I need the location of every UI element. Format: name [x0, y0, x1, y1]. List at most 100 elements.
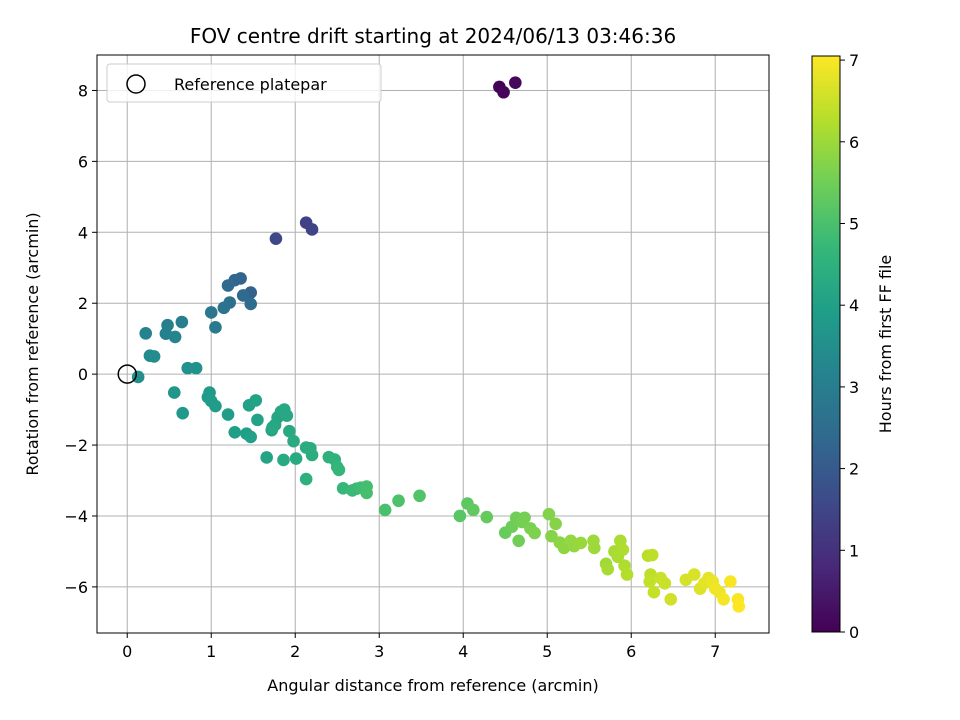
data-point	[236, 289, 250, 302]
data-point	[251, 413, 264, 427]
data-point	[305, 448, 319, 462]
x-axis-ticks: 0 1 2 3 4 5 6 7	[122, 633, 720, 661]
plot-frame	[96, 54, 770, 634]
y-axis-label: Rotation from reference (arcmin)	[23, 212, 42, 475]
data-point	[620, 568, 634, 581]
colorbar-tick-label: 0	[849, 623, 859, 642]
y-tick-label: 4	[78, 223, 88, 242]
legend-box	[106, 63, 382, 103]
data-point	[574, 536, 588, 550]
data-point	[249, 394, 263, 407]
data-point	[616, 543, 630, 556]
data-point	[269, 232, 283, 245]
legend: Reference platepar	[106, 63, 382, 103]
data-point	[378, 503, 392, 517]
data-point	[287, 434, 300, 448]
colorbar: 0 1 2 3 4 5 6 7 Hours from first FF file	[811, 51, 895, 642]
data-point	[518, 511, 531, 525]
data-point	[528, 526, 541, 540]
reference-marker	[117, 364, 137, 384]
chart-title: FOV centre drift starting at 2024/06/13 …	[190, 24, 676, 48]
data-point	[204, 306, 218, 319]
x-axis-label: Angular distance from reference (arcmin)	[267, 676, 598, 695]
colorbar-tick-label: 7	[849, 51, 859, 70]
data-point	[664, 593, 678, 606]
data-point	[512, 534, 525, 548]
data-point	[139, 327, 153, 340]
colorbar-ticks: 0 1 2 3 4 5 6 7	[840, 51, 859, 642]
y-tick-label: −6	[64, 578, 88, 597]
data-point	[244, 430, 258, 444]
data-point	[643, 575, 657, 588]
colorbar-tick-label: 2	[849, 460, 859, 479]
y-tick-label: −2	[64, 436, 88, 455]
y-tick-label: 0	[78, 365, 88, 384]
data-point	[497, 85, 510, 99]
data-point	[221, 408, 235, 421]
y-axis-ticks: −6 −4 −2 0 2 4 6 8	[64, 81, 97, 597]
data-point	[413, 489, 426, 503]
y-tick-label: 2	[78, 294, 88, 313]
data-point	[266, 421, 279, 434]
x-tick-label: 3	[374, 642, 384, 661]
colorbar-tick-label: 6	[849, 133, 859, 152]
colorbar-label: Hours from first FF file	[876, 255, 895, 434]
data-point	[587, 541, 601, 555]
colorbar-tick-label: 1	[849, 541, 859, 560]
x-tick-label: 6	[626, 642, 636, 661]
data-point	[277, 453, 290, 467]
legend-label: Reference platepar	[174, 75, 327, 94]
data-point	[283, 424, 296, 438]
y-tick-label: −4	[64, 507, 88, 526]
x-tick-label: 2	[290, 642, 300, 661]
data-point	[549, 517, 562, 531]
data-point	[228, 425, 242, 439]
x-tick-label: 0	[122, 642, 132, 661]
data-point	[221, 279, 235, 292]
data-point	[732, 600, 746, 613]
data-point	[645, 548, 659, 562]
x-tick-label: 5	[542, 642, 552, 661]
data-point	[260, 451, 273, 464]
data-point	[647, 585, 661, 599]
data-point	[289, 452, 303, 465]
data-point	[509, 76, 522, 89]
colorbar-tick-label: 4	[849, 296, 859, 315]
reference-platepar-marker	[117, 364, 137, 384]
data-point	[392, 494, 405, 508]
data-point	[175, 315, 189, 329]
data-point	[542, 507, 556, 521]
data-point	[168, 330, 182, 344]
x-tick-label: 4	[458, 642, 468, 661]
colorbar-gradient	[811, 55, 841, 633]
y-tick-label: 6	[78, 152, 88, 171]
legend-marker-icon	[126, 74, 146, 94]
data-point	[167, 386, 181, 399]
data-point	[601, 562, 615, 576]
colorbar-tick-label: 5	[849, 214, 859, 233]
data-point	[280, 409, 294, 422]
data-point	[176, 406, 189, 420]
data-points	[131, 76, 746, 613]
data-point	[131, 370, 145, 384]
data-point	[299, 472, 313, 486]
x-tick-label: 1	[206, 642, 216, 661]
data-point	[189, 361, 203, 375]
data-point	[244, 297, 258, 311]
data-point	[480, 510, 494, 524]
y-tick-label: 8	[78, 81, 88, 100]
data-point	[360, 486, 373, 500]
data-point	[147, 350, 161, 363]
data-point	[724, 575, 737, 588]
data-point	[217, 301, 231, 315]
data-point	[209, 321, 222, 334]
data-point	[467, 503, 480, 517]
data-point	[658, 577, 672, 590]
data-point	[453, 509, 467, 523]
data-point	[717, 593, 730, 606]
data-point	[332, 463, 346, 477]
grid	[97, 55, 769, 633]
x-tick-label: 7	[710, 642, 720, 661]
data-point	[209, 399, 222, 413]
